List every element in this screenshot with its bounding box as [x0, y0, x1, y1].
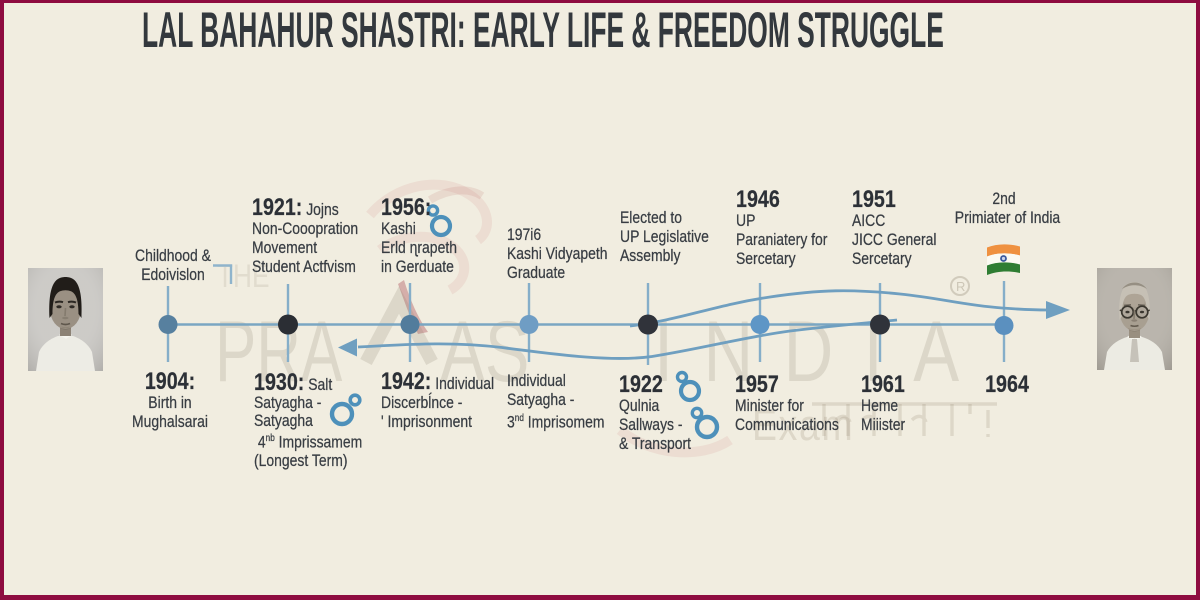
svg-text:R: R: [956, 279, 965, 294]
